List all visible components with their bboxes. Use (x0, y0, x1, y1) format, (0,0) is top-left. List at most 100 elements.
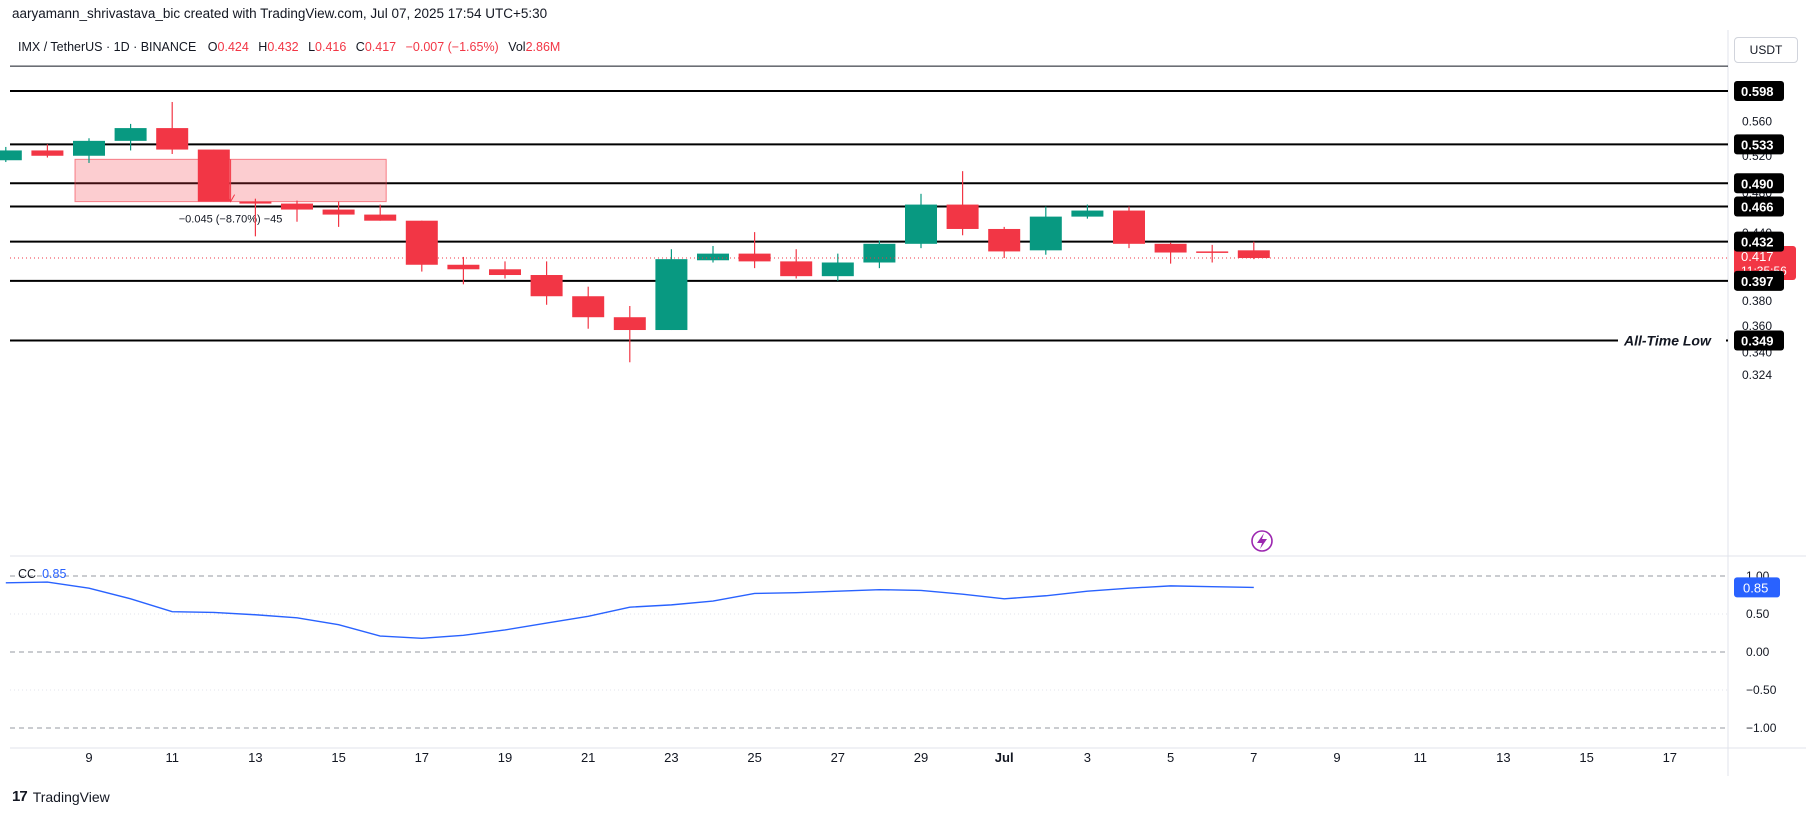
measure-label: −0.045 (−8.70%) −45 (179, 214, 283, 226)
bearish-candle[interactable] (530, 261, 563, 305)
candle-body (655, 259, 688, 331)
all-time-low-label: All-Time Low (1623, 333, 1712, 349)
bullish-candle[interactable] (697, 245, 729, 263)
chart-attribution: aaryamann_shrivastava_bic created with T… (12, 6, 548, 21)
time-tick-label: 15 (1579, 750, 1593, 765)
time-tick-label: 11 (165, 750, 179, 765)
bullish-candle[interactable] (905, 193, 937, 249)
bearish-candle[interactable] (946, 171, 979, 236)
cc-value-label: 0.85 (1743, 580, 1768, 595)
level-label: 0.466 (1741, 200, 1774, 215)
time-tick-label: 17 (415, 750, 429, 765)
bearish-candle[interactable] (364, 204, 397, 221)
level-label: 0.397 (1741, 274, 1774, 289)
bearish-candle[interactable] (738, 232, 771, 269)
candle-body (197, 149, 230, 202)
candle-body (738, 253, 771, 262)
bullish-candle[interactable] (114, 123, 147, 151)
candle-body (988, 228, 1021, 252)
level-label: 0.432 (1741, 235, 1774, 250)
candle-body (156, 128, 189, 150)
bearish-candle[interactable] (239, 198, 272, 237)
bearish-candle[interactable] (780, 249, 813, 279)
time-tick-label: 23 (664, 750, 678, 765)
candle-body (905, 204, 937, 244)
price-tick-label: 0.324 (1742, 368, 1772, 382)
time-tick-label: 19 (498, 750, 512, 765)
cc-indicator-legend[interactable]: CC 0.85 (18, 567, 66, 581)
candle-body (364, 214, 397, 221)
candle-body (31, 150, 64, 156)
bearish-candle[interactable] (1154, 242, 1187, 264)
tradingview-logo[interactable]: 17 TradingView (12, 788, 110, 805)
candle-body (863, 243, 896, 263)
candle-body (697, 253, 729, 261)
bullish-candle[interactable] (1029, 206, 1062, 255)
cc-tick-label: −1.00 (1746, 721, 1777, 735)
close-label: C (355, 40, 365, 54)
time-tick-label: 3 (1084, 750, 1091, 765)
lightning-icon[interactable] (1251, 530, 1273, 552)
cc-series-line[interactable] (5, 581, 1254, 640)
bullish-candle[interactable] (0, 146, 22, 163)
cc-indicator-name: CC (18, 567, 37, 581)
bearish-candle[interactable] (489, 261, 521, 279)
bullish-candle[interactable] (73, 138, 105, 163)
bearish-candle[interactable] (1113, 206, 1145, 249)
time-tick-label: 13 (1496, 750, 1510, 765)
bullish-candle[interactable] (863, 240, 896, 269)
candle-body (489, 269, 521, 276)
time-tick-label: 5 (1167, 750, 1174, 765)
time-tick-label: 27 (831, 750, 845, 765)
tradingview-brand: TradingView (32, 788, 110, 805)
cc-tick-label: 0.50 (1746, 607, 1770, 621)
candle-body (281, 203, 313, 210)
bearish-candle[interactable] (31, 144, 64, 158)
volume-label: Vol (508, 40, 526, 54)
candle-body (1071, 210, 1104, 217)
annotation-backdrop (1618, 329, 1726, 350)
level-label-box (1734, 231, 1784, 252)
cc-tick-label: 0.00 (1746, 645, 1770, 659)
bearish-candle[interactable] (572, 286, 605, 329)
high-label: H (258, 40, 268, 54)
candle-body (1237, 250, 1270, 259)
price-tick-label: 0.360 (1742, 319, 1772, 333)
candle-body (405, 220, 438, 265)
bearish-candle[interactable] (1237, 241, 1270, 260)
candle-body (114, 128, 147, 141)
bearish-candle[interactable] (322, 201, 355, 227)
level-label: 0.598 (1741, 84, 1774, 99)
bearish-candle[interactable] (988, 226, 1021, 259)
candle-body (821, 262, 854, 277)
bearish-candle[interactable] (405, 220, 438, 272)
high-value: 0.432 (267, 40, 299, 54)
candle-body (447, 264, 480, 270)
level-label: 0.349 (1741, 334, 1774, 349)
candle-body (1196, 251, 1229, 253)
bullish-candle[interactable] (655, 249, 688, 331)
symbol-name[interactable]: IMX / TetherUS · 1D · BINANCE (18, 40, 197, 54)
bearish-candle[interactable] (197, 149, 230, 202)
bearish-candle[interactable] (613, 305, 646, 363)
volume-value: 2.86M (525, 40, 561, 54)
low-label: L (308, 40, 316, 54)
currency-selector-button[interactable]: USDT (1734, 37, 1798, 63)
bearish-candle[interactable] (281, 200, 313, 222)
open-value: 0.424 (217, 40, 249, 54)
time-tick-label: 13 (248, 750, 262, 765)
time-tick-label: 11 (1413, 750, 1427, 765)
bullish-candle[interactable] (1071, 204, 1104, 219)
bearish-candle[interactable] (156, 101, 189, 154)
level-label: 0.533 (1741, 137, 1774, 152)
level-label-box (1734, 81, 1784, 101)
candle-body (613, 317, 646, 331)
bullish-candle[interactable] (821, 253, 854, 281)
cc-tick-label: −0.50 (1746, 683, 1777, 697)
time-tick-label: 7 (1250, 750, 1257, 765)
last-price-label: 0.417 (1741, 249, 1774, 264)
bearish-candle[interactable] (447, 256, 480, 285)
bearish-candle[interactable] (1196, 244, 1229, 263)
cc-indicator-value: 0.85 (42, 567, 67, 581)
